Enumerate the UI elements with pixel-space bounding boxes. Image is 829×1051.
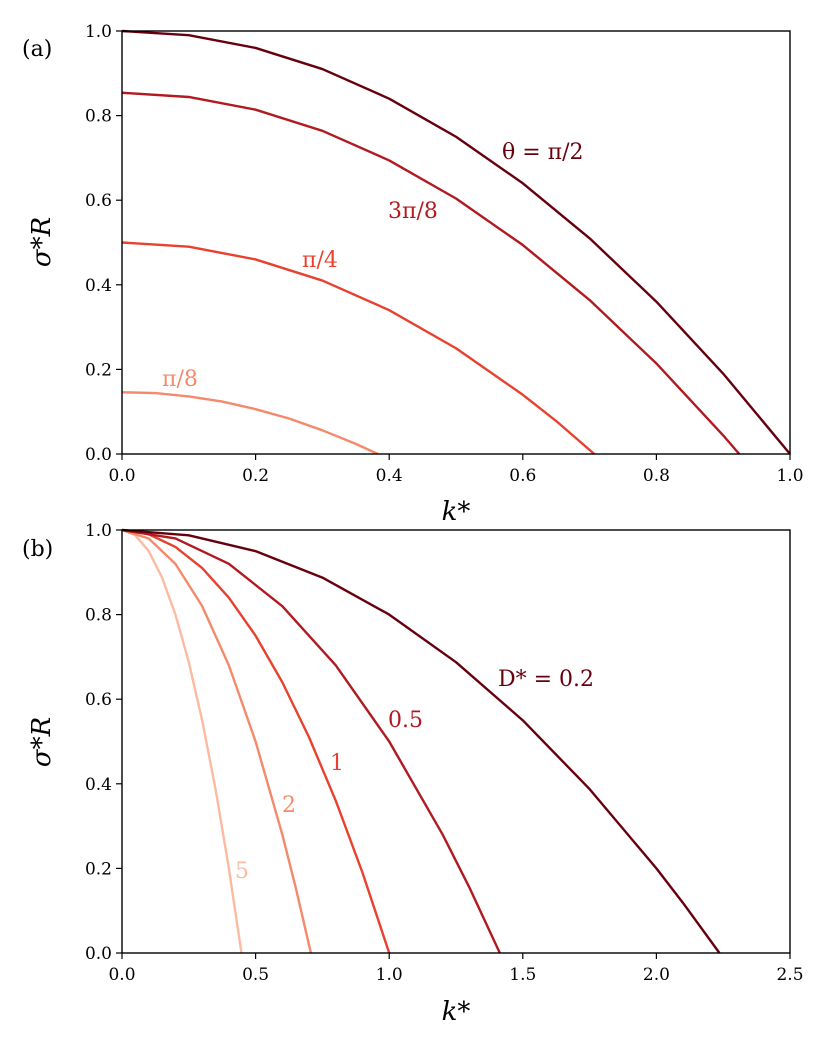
curve-label-pi-8: π/8 [162,367,198,392]
x-tick-label: 2.0 [643,965,670,985]
yticks-a: 0.0 0.2 0.4 0.6 0.8 1.0 [85,22,122,465]
curve-label-d-0-2: D* = 0.2 [498,667,594,692]
plot-frame-b [121,529,791,954]
curve-b-3 [121,528,501,954]
y-axis-label-b: σ*R [27,717,57,767]
curve-label-1: 1 [330,751,344,776]
curves-b [121,528,721,954]
panel-b: (b) D* = 0.2 0.5 1 2 5 0.0 0.5 1.0 1.5 2.0 2.… [22,521,804,1027]
y-tick-label: 0.6 [85,690,112,710]
y-tick-label: 0.8 [85,107,112,127]
curve-b-1 [121,528,313,954]
x-tick-label: 0.0 [108,466,135,486]
curve-labels-a: θ = π/2 3π/8 π/4 π/8 [162,140,584,392]
curve-label-3pi-8: 3π/8 [388,199,438,224]
y-tick-label: 0.0 [85,445,112,465]
y-tick-label: 1.0 [85,521,112,541]
y-tick-label: 0.2 [85,360,112,380]
x-tick-label: 1.0 [376,965,403,985]
x-tick-label: 2.5 [776,965,803,985]
panel-label-a: (a) [22,37,52,62]
x-tick-label: 1.5 [509,965,536,985]
x-axis-label-a: k* [442,497,471,527]
y-axis-label-a: σ*R [27,217,57,267]
curve-a-1 [121,241,596,455]
y-tick-label: 0.0 [85,944,112,964]
x-tick-label: 0.6 [509,466,536,486]
x-tick-label: 0.8 [643,466,670,486]
plot-frame-a [121,30,791,455]
y-tick-label: 0.8 [85,606,112,626]
curve-a-2 [121,91,741,455]
curve-a-3 [121,29,791,455]
curve-label-0-5: 0.5 [388,708,423,733]
curve-b-4 [121,528,721,954]
x-tick-label: 0.5 [242,965,269,985]
panel-label-b: (b) [22,537,53,562]
x-tick-label: 0.2 [242,466,269,486]
curve-a-0 [121,391,379,456]
curve-label-5: 5 [235,859,249,884]
x-tick-label: 0.0 [108,965,135,985]
y-tick-label: 0.4 [85,276,112,296]
y-tick-label: 0.6 [85,191,112,211]
panel-a: (a) θ = π/2 3π/8 π/4 π/8 0.0 0.2 0.4 0.6 0.8… [22,22,804,527]
x-axis-label-b: k* [442,997,471,1027]
curve-b-2 [121,528,391,954]
x-tick-label: 0.4 [376,466,403,486]
curve-label-theta-pi-2: θ = π/2 [502,140,584,165]
curve-label-pi-4: π/4 [302,248,338,273]
y-tick-label: 0.4 [85,775,112,795]
curve-labels-b: D* = 0.2 0.5 1 2 5 [235,667,594,884]
y-tick-label: 0.2 [85,859,112,879]
yticks-b: 0.0 0.2 0.4 0.6 0.8 1.0 [85,521,122,964]
x-tick-label: 1.0 [776,466,803,486]
xticks-b: 0.0 0.5 1.0 1.5 2.0 2.5 [108,953,804,985]
curves-a [121,29,791,456]
xticks-a: 0.0 0.2 0.4 0.6 0.8 1.0 [108,454,804,486]
curve-b-0 [121,528,243,954]
curve-label-2: 2 [282,793,296,818]
y-tick-label: 1.0 [85,22,112,42]
